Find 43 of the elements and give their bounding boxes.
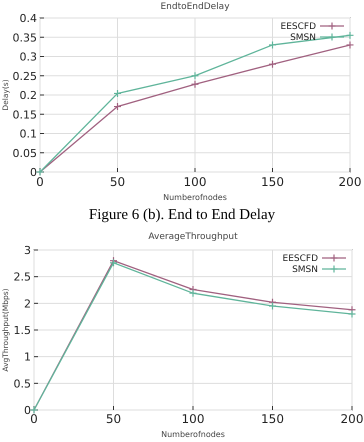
point xyxy=(346,40,354,50)
point xyxy=(113,102,122,111)
x-axis-title: Numberofnodes xyxy=(161,430,225,439)
chart-title: AverageThroughput xyxy=(148,232,238,242)
y-tick-label: 0.4 xyxy=(20,12,37,25)
y-tick-label: 1.5 xyxy=(14,324,31,337)
x-tick-label: 200 xyxy=(340,412,364,426)
legend-label: EESCFD xyxy=(282,254,318,264)
x-axis-title: Numberofnodes xyxy=(163,193,227,202)
x-tick-label: 200 xyxy=(338,175,362,189)
x-tick-label: 150 xyxy=(261,412,284,426)
point xyxy=(190,72,200,80)
point xyxy=(268,40,277,50)
point xyxy=(348,310,356,318)
x-tick-label: 50 xyxy=(106,412,122,426)
y-tick-label: 2.5 xyxy=(14,270,31,284)
x-tick-label: 150 xyxy=(261,175,284,189)
y-tick-label: 0.2 xyxy=(20,89,37,102)
point xyxy=(190,80,200,88)
point xyxy=(268,302,277,310)
point xyxy=(268,60,277,68)
y-tick-label: 0.3 xyxy=(20,50,37,64)
chart-title: EndtoEndDelay xyxy=(160,2,230,12)
legend-label: SMSN xyxy=(290,33,316,43)
point xyxy=(188,289,198,298)
y-tick-label: 0.15 xyxy=(12,108,37,122)
y-tick-label: 2 xyxy=(24,297,31,310)
y-tick-label: 0.35 xyxy=(12,31,37,44)
point xyxy=(113,89,122,98)
y-tick-label: 0.1 xyxy=(20,128,37,140)
legend-label: SMSN xyxy=(292,265,318,275)
x-tick-label: 100 xyxy=(182,412,204,426)
y-tick-label: 0.5 xyxy=(14,377,31,390)
x-tick-label: 50 xyxy=(110,175,126,189)
y-tick-label: 1 xyxy=(24,350,31,364)
x-tick-label: 100 xyxy=(184,175,206,189)
y-tick-label: 0 xyxy=(30,166,37,179)
caption: Figure 6 (b). End to End Delay xyxy=(88,207,276,223)
y-tick-label: 3 xyxy=(24,244,31,257)
y-tick-label: 0.05 xyxy=(12,146,37,160)
legend-label: EESCFD xyxy=(280,22,316,32)
y-tick-label: 0.25 xyxy=(12,70,37,83)
y-tick-label: 0 xyxy=(24,404,31,417)
